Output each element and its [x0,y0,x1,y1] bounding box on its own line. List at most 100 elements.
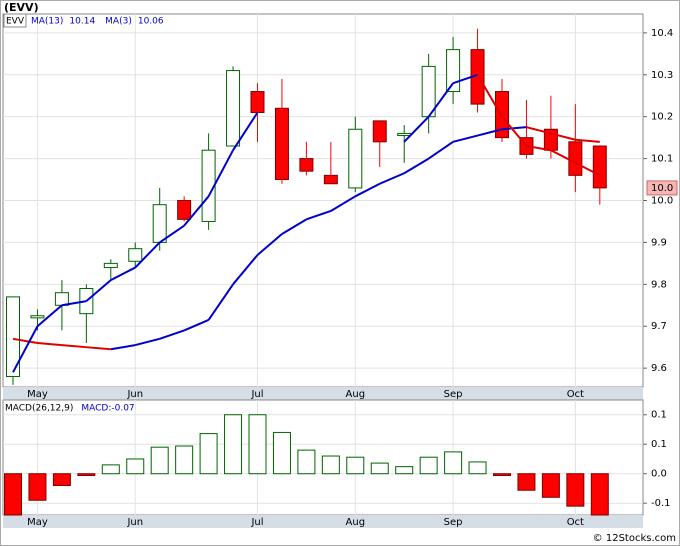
y-tick-label: -0.1 [651,498,671,509]
ma-segment [427,82,454,118]
ma-segment [12,337,38,344]
ma-segment [575,138,600,143]
legend-symbol: EVV [6,17,25,27]
y-tick-label: 10.2 [651,112,673,123]
y-tick-label: 9.7 [651,321,667,332]
bar [150,446,169,475]
bar [248,414,267,475]
y-tick-label: 10.4 [651,28,673,39]
ma-segment [281,218,307,235]
bar [517,473,536,491]
ma-segment [477,128,503,137]
ma-segment [12,325,39,373]
bar [199,433,218,475]
legend-box [3,13,27,28]
x-tick-label: Oct [567,389,584,400]
last-price-box [646,180,678,196]
candle-body [348,128,363,189]
bar [370,462,389,475]
bar [175,445,194,475]
bar [444,451,463,475]
panel-value: MACD:-0.07 [81,404,134,414]
candle-body [128,248,143,262]
y-tick-label: 0.1 [651,439,667,450]
candle-body [372,120,387,143]
y-tick-label: 10.0 [651,196,673,207]
ma-segment [110,266,136,282]
ma-segment [110,344,136,351]
ma-segment [574,161,601,177]
ma-segment [550,149,576,164]
x-tick-label: Oct [567,517,584,528]
legend-value: 10.14 [69,17,95,27]
ma-segment [159,329,185,340]
ma-segment [476,74,503,118]
bar [395,466,414,475]
candle-body [54,292,69,306]
candle-body [568,141,583,176]
bar [590,473,609,516]
ma-segment [207,149,234,197]
y-tick-label: 9.9 [651,237,667,248]
ma-segment [403,115,430,143]
ma-segment [330,195,356,212]
last-price-label: 10.0 [651,183,673,194]
ma-segment [61,344,87,349]
x-tick-label: Jun [126,517,143,528]
x-tick-label: May [27,389,48,400]
candle-body [152,204,167,243]
ma-segment [354,182,381,198]
ma-segment [256,233,283,256]
candle-body [592,145,607,189]
x-tick-label: Jun [126,389,143,400]
bar [224,414,243,475]
ma-segment [232,111,259,151]
y-tick-label: 0.1 [651,410,667,421]
x-tick-label: Aug [346,389,366,400]
bar [321,455,340,475]
ma-segment [135,337,160,347]
candle-body [177,200,192,220]
footer: © 12Stocks.com [593,533,676,544]
ma-segment [306,210,332,221]
legend-name: MA(13) [31,17,63,27]
bar [101,464,120,475]
bar [77,473,96,476]
bar [566,473,585,507]
ma-segment [207,283,234,321]
bar [28,473,47,501]
candle-body [299,158,314,172]
bar [541,473,560,498]
candle-body [495,91,509,139]
x-tick-label: Sep [444,517,463,528]
y-tick-label: 10.1 [651,154,673,165]
bar [52,473,71,487]
ma-segment [232,254,259,285]
ma-segment [526,145,552,152]
ma-segment [61,300,87,307]
y-tick-label: 9.6 [651,363,667,374]
ma-segment [159,224,185,244]
ma-segment [526,126,552,135]
ma-segment [85,279,112,302]
bar [346,456,365,475]
ma-segment [452,73,478,85]
ma-segment [134,241,161,269]
candle-body [274,107,289,181]
ma-segment [452,134,478,143]
bar [297,449,316,475]
panel-title: MACD(26,12,9) [5,404,73,414]
ma-segment [37,341,62,347]
x-tick-label: Jul [250,517,263,528]
ma-segment [403,157,430,175]
candle-body [446,49,461,93]
bar [126,458,145,475]
bar [468,461,487,475]
x-axis-strip [3,387,643,400]
ma-segment [550,132,576,141]
ma-segment [183,195,210,227]
candle-body [6,296,20,378]
ma-segment [36,304,63,327]
candle-body [397,132,412,137]
